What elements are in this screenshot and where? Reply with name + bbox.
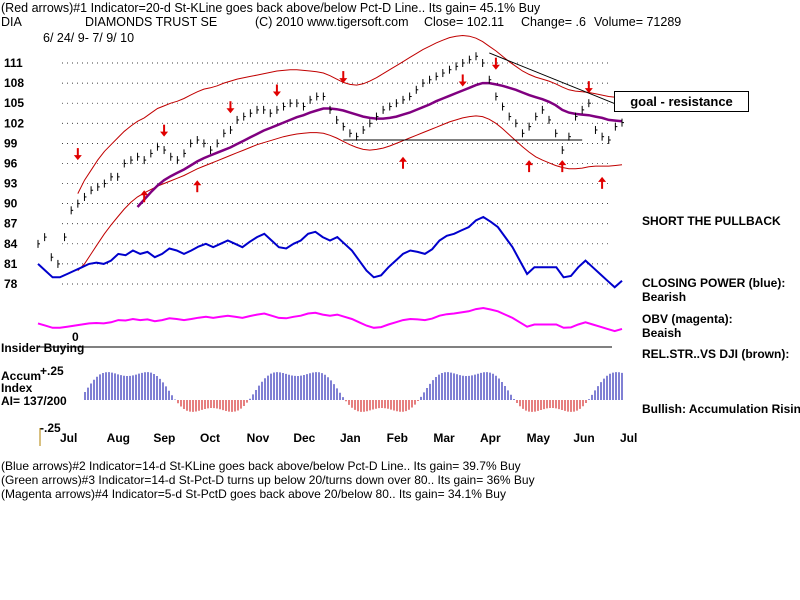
y-tick-84: 84	[4, 237, 18, 251]
red-down-arrow	[339, 78, 348, 84]
y-tick-93: 93	[4, 177, 18, 191]
red-down-arrow	[458, 81, 467, 87]
accum-plus-label: +.25	[40, 364, 64, 378]
relstr-label: REL.STR..VS DJI (brown):	[642, 347, 790, 361]
month-label-sep: Sep	[153, 431, 175, 445]
y-tick-81: 81	[4, 257, 18, 271]
month-label-jul: Jul	[60, 431, 77, 445]
obv-line	[37, 306, 623, 333]
accum-zero-label: 0	[72, 330, 79, 344]
lower-band-line	[77, 115, 623, 271]
red-down-arrow	[584, 88, 593, 94]
y-tick-90: 90	[4, 197, 18, 211]
month-label-oct: Oct	[200, 431, 220, 445]
obv-title: OBV (magenta):	[642, 312, 733, 326]
y-tick-87: 87	[4, 217, 18, 231]
closing-power-status: Bearish	[642, 290, 687, 304]
closing-power-title: CLOSING POWER (blue):	[642, 276, 786, 290]
red-up-arrow	[193, 180, 202, 186]
bollinger-bands	[77, 34, 623, 271]
red-down-arrow	[160, 131, 169, 137]
short-pullback-label: SHORT THE PULLBACK	[642, 214, 781, 228]
accumulation-histogram	[84, 372, 623, 412]
red-up-arrow	[140, 190, 149, 196]
month-label-jan: Jan	[340, 431, 361, 445]
trend-line	[489, 52, 623, 107]
upper-band-line	[77, 34, 623, 194]
ai-value: AI= 137/200	[1, 394, 67, 408]
annotation-lines	[38, 52, 623, 446]
month-label-nov: Nov	[247, 431, 270, 445]
footer-indicator-4: (Magenta arrows)#4 Indicator=5-d St-PctD…	[1, 487, 506, 501]
goal-resistance-label: goal - resistance	[614, 91, 749, 112]
signal-arrows	[73, 57, 607, 203]
header-name: DIAMONDS TRUST SE	[85, 15, 218, 29]
y-tick-78: 78	[4, 277, 18, 291]
red-up-arrow	[399, 156, 407, 162]
grid-lines	[62, 62, 610, 285]
header-indicator-1: (Red arrows)#1 Indicator=20-d St-KLine g…	[1, 1, 541, 15]
accum-minus-label: -.25	[40, 421, 61, 435]
y-tick-102: 102	[4, 116, 24, 130]
red-up-arrow	[525, 160, 534, 166]
obv-series	[37, 306, 623, 333]
y-tick-96: 96	[4, 156, 18, 170]
y-tick-99: 99	[4, 136, 18, 150]
y-tick-108: 108	[4, 76, 24, 90]
month-axis: Jul Aug Sep Oct Nov Dec Jan Feb Mar Apr May Jun Jul	[60, 431, 637, 445]
red-down-arrow	[272, 91, 281, 97]
red-down-arrow	[73, 155, 82, 161]
insider-buying-label: Insider Buying	[1, 341, 85, 355]
red-down-arrow	[491, 64, 500, 70]
month-label-feb: Feb	[387, 431, 408, 445]
footer-indicator-2: (Blue arrows)#2 Indicator=14-d St-KLine …	[1, 459, 521, 473]
header-close: Close= 102.11	[424, 15, 505, 29]
price-series	[37, 52, 624, 268]
month-label-jul: Jul	[620, 431, 637, 445]
month-label-aug: Aug	[107, 431, 130, 445]
moving-average-line	[136, 81, 623, 208]
y-tick-105: 105	[4, 96, 24, 110]
accum-index-label: Index	[1, 381, 33, 395]
footer-indicator-3: (Green arrows)#3 Indicator=14-d St-Pct-D…	[1, 473, 535, 487]
red-up-arrow	[558, 160, 567, 166]
y-axis-labels: 111 108 105 102 99 96 93 90 87 84 81 78	[4, 56, 24, 291]
month-label-dec: Dec	[293, 431, 315, 445]
closing-power-series	[37, 215, 623, 289]
y-tick-111: 111	[4, 56, 23, 70]
bullish-label: Bullish: Accumulation Rising	[642, 402, 800, 416]
red-up-arrow	[598, 176, 607, 182]
month-label-apr: Apr	[480, 431, 501, 445]
month-label-jun: Jun	[573, 431, 594, 445]
header-ticker: DIA	[1, 15, 22, 29]
header-change: Change= .6	[521, 15, 586, 29]
accum-title: Accum	[1, 369, 42, 383]
month-label-may: May	[527, 431, 551, 445]
header-site: (C) 2010 www.tigersoft.com	[255, 15, 409, 29]
closing-power-line	[37, 215, 623, 289]
header-volume: Volume= 71289	[594, 15, 682, 29]
red-down-arrow	[226, 108, 235, 114]
header-daterange: 6/ 24/ 9- 7/ 9/ 10	[43, 31, 135, 45]
month-label-mar: Mar	[433, 431, 455, 445]
obv-status: Beaish	[642, 326, 682, 340]
